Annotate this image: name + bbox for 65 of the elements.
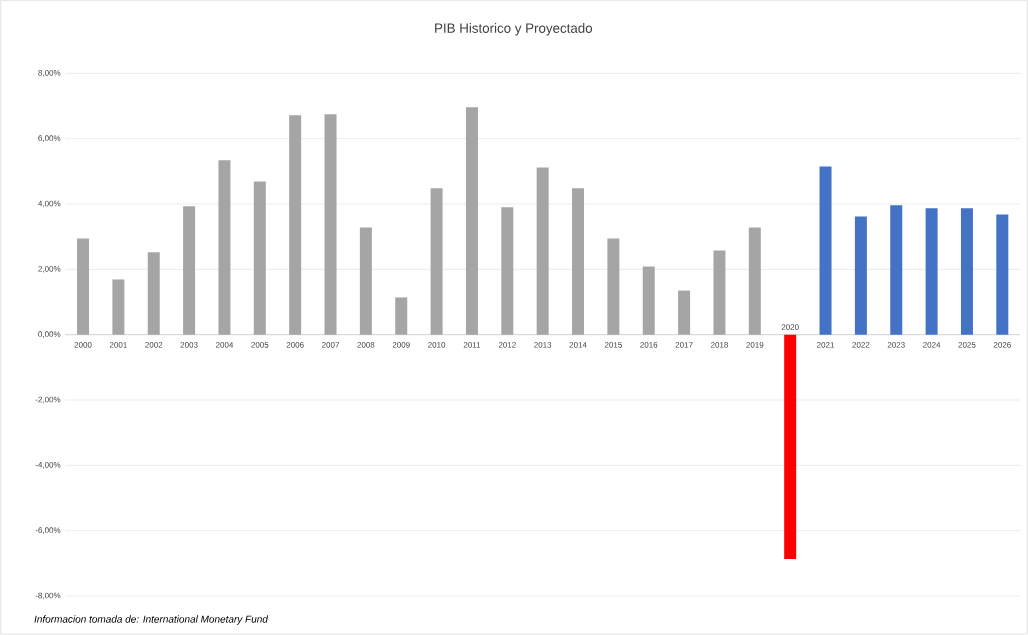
x-tick-label: 2014 <box>569 342 587 348</box>
bar <box>112 279 125 335</box>
x-tick-label: 2004 <box>215 342 234 348</box>
chart-title: PIB Historico y Proyectado <box>435 23 593 36</box>
bar <box>289 115 302 335</box>
x-tick-label: 2006 <box>286 342 304 348</box>
x-tick-label: 2025 <box>958 342 976 348</box>
x-tick-label: 2012 <box>498 342 516 348</box>
y-tick-label: -6,00% <box>35 527 61 535</box>
bar <box>359 227 372 335</box>
bar <box>960 208 973 335</box>
bar <box>784 334 797 560</box>
bar <box>77 238 90 335</box>
x-tick-label: 2001 <box>109 342 127 348</box>
bar <box>324 114 337 335</box>
bar <box>253 181 266 335</box>
x-tick-label: 2009 <box>392 342 410 348</box>
bar <box>854 216 867 335</box>
bar <box>395 297 408 335</box>
bar <box>819 166 832 335</box>
x-tick-label: 2007 <box>322 342 340 348</box>
x-tick-label: 2015 <box>604 342 622 348</box>
x-tick-label: 2000 <box>74 342 92 348</box>
y-tick-label: 6,00% <box>38 135 61 143</box>
x-tick-label: 2023 <box>887 342 905 348</box>
y-tick-label: -4,00% <box>35 462 61 469</box>
text: Informacion tomada de: International Monetary Fund <box>34 615 269 625</box>
x-tick-label: 2008 <box>357 342 375 348</box>
x-tick-label: 2026 <box>993 342 1011 348</box>
x-tick-label: 2019 <box>746 342 764 348</box>
y-tick-label: -2,00% <box>35 396 61 404</box>
x-tick-label: 2024 <box>923 342 941 348</box>
x-tick-label: 2011 <box>463 342 481 348</box>
bar <box>607 238 620 335</box>
bar <box>890 205 903 335</box>
x-tick-label: 2005 <box>251 342 269 348</box>
x-tick-label: 2021 <box>817 342 835 348</box>
x-tick-label: 2013 <box>534 342 552 348</box>
y-tick-label: 0,00% <box>38 331 61 339</box>
y-tick-label: 4,00% <box>38 200 61 208</box>
x-tick-label: 2022 <box>852 342 870 348</box>
bar <box>925 208 938 335</box>
bar <box>642 266 655 335</box>
x-tick-label: 2003 <box>180 342 198 348</box>
bar <box>501 207 514 335</box>
bar <box>678 290 691 335</box>
bar <box>748 227 761 335</box>
bar <box>147 252 160 335</box>
bar <box>218 160 231 335</box>
bar <box>996 214 1009 335</box>
x-tick-label: 2002 <box>145 342 163 348</box>
x-tick-label: 2020 <box>781 324 799 331</box>
x-tick-label: 2016 <box>640 342 658 348</box>
bar <box>536 167 549 335</box>
bar <box>465 107 478 335</box>
bar <box>572 188 585 335</box>
x-tick-label: 2017 <box>675 342 693 348</box>
x-tick-label: 2018 <box>710 342 728 348</box>
x-tick-label: 2010 <box>428 342 446 348</box>
bar <box>183 206 196 335</box>
bar <box>713 250 726 335</box>
y-tick-label: 8,00% <box>38 70 61 77</box>
y-tick-label: -8,00% <box>35 592 61 600</box>
y-tick-label: 2,00% <box>38 266 61 273</box>
bar <box>430 188 443 335</box>
